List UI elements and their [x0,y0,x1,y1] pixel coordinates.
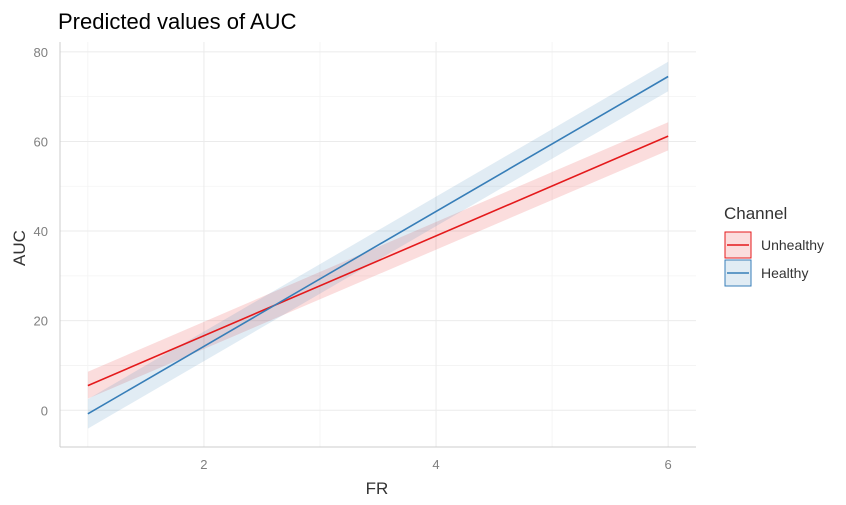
y-tick-label: 60 [34,134,48,149]
healthy-legend-label: Healthy [761,265,808,281]
y-tick-label: 0 [41,403,48,418]
x-axis-title: FR [366,479,389,498]
x-tick-label: 4 [432,457,439,472]
y-tick-labels: 0 20 40 60 80 [34,45,48,418]
unhealthy-line [87,135,669,387]
y-tick-label: 80 [34,45,48,60]
chart-title: Predicted values of AUC [58,9,297,34]
y-tick-label: 40 [34,224,48,239]
series-lines [87,75,669,415]
healthy-line [87,75,669,415]
minor-gridlines [60,42,696,447]
legend: Channel Unhealthy Healthy [724,204,824,287]
x-tick-label: 6 [665,457,672,472]
y-tick-label: 20 [34,314,48,329]
x-tick-label: 2 [200,457,207,472]
legend-items: Unhealthy Healthy [724,231,824,287]
major-gridlines [60,42,696,447]
legend-title: Channel [724,204,787,223]
unhealthy-legend-label: Unhealthy [761,237,824,253]
y-axis-title: AUC [10,230,29,266]
x-tick-labels: 2 4 6 [200,457,671,472]
